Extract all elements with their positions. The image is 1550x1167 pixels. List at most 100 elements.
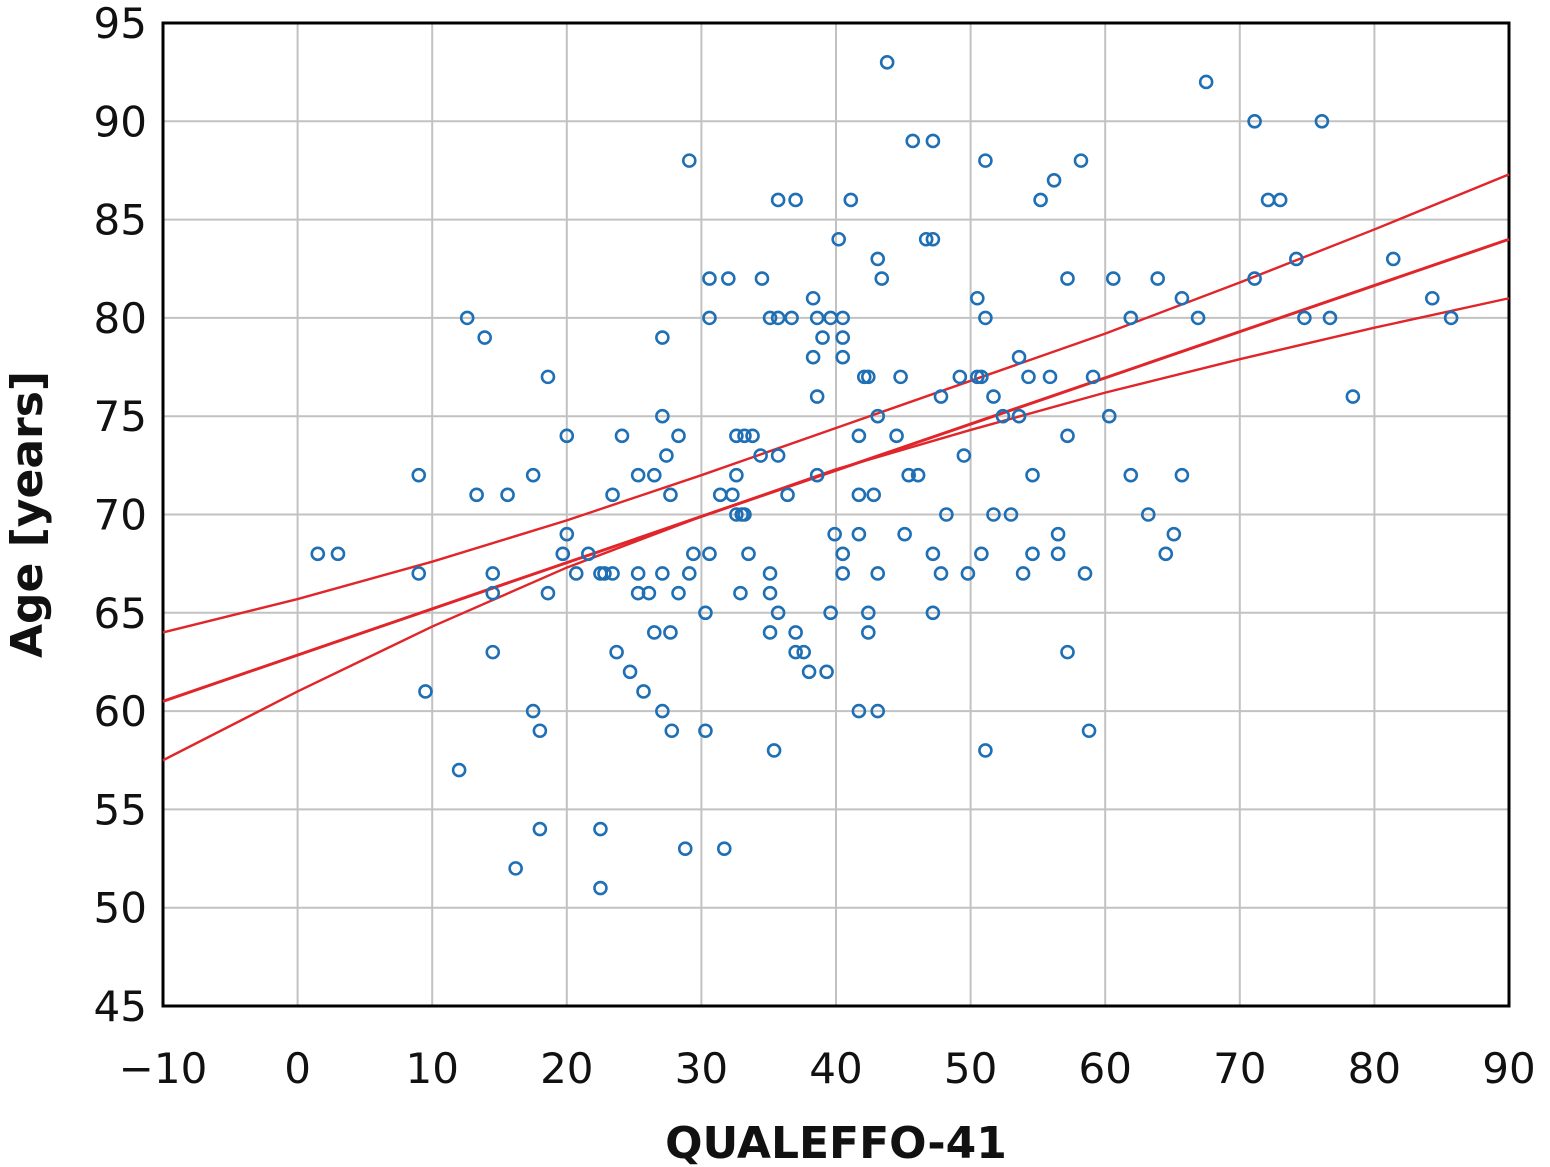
- data-point: [952, 369, 968, 385]
- data-point: [671, 428, 686, 444]
- data-point: [796, 644, 811, 660]
- data-point: [712, 487, 728, 503]
- data-point: [1050, 546, 1066, 562]
- data-point: [485, 585, 501, 601]
- data-point: [525, 467, 541, 483]
- data-point: [605, 487, 620, 503]
- data-point: [581, 546, 596, 562]
- line-upper: [162, 173, 1510, 634]
- data-point: [555, 546, 571, 562]
- data-point: [770, 448, 786, 463]
- data-point: [559, 428, 575, 444]
- data-point: [1150, 271, 1165, 286]
- data-point: [925, 546, 941, 562]
- data-point: [956, 448, 972, 463]
- data-point: [870, 408, 886, 424]
- data-point: [805, 349, 821, 365]
- data-point: [1003, 507, 1019, 522]
- data-point: [540, 369, 556, 385]
- plot-frame: [161, 21, 1511, 1008]
- data-point: [593, 880, 608, 896]
- data-point: [933, 389, 949, 404]
- data-point: [641, 585, 657, 601]
- data-point: [770, 310, 786, 326]
- data-point: [605, 566, 620, 581]
- data-point: [1046, 172, 1062, 188]
- data-point: [636, 684, 651, 699]
- data-point: [861, 605, 876, 621]
- data-point: [1297, 310, 1312, 326]
- data-point: [1260, 192, 1276, 208]
- data-point: [411, 566, 427, 581]
- data-point: [411, 467, 427, 483]
- data-point: [870, 703, 886, 719]
- data-point: [831, 231, 846, 247]
- data-point: [559, 526, 575, 542]
- data-point: [762, 566, 778, 581]
- x-tick-label: 20: [540, 1044, 593, 1093]
- data-point: [805, 290, 821, 306]
- data-point: [827, 526, 842, 542]
- data-point: [677, 841, 693, 857]
- data-point: [500, 487, 515, 503]
- data-point: [681, 566, 697, 581]
- data-point: [729, 467, 744, 483]
- data-point: [659, 448, 674, 463]
- data-point: [1424, 290, 1440, 306]
- data-point: [1021, 369, 1036, 385]
- data-point: [809, 310, 825, 326]
- data-point: [939, 507, 954, 522]
- data-point: [809, 467, 825, 483]
- y-tick-label: 45: [94, 982, 147, 1031]
- data-point: [614, 428, 630, 444]
- line-lower: [162, 297, 1510, 762]
- data-point: [737, 428, 752, 444]
- data-point: [851, 526, 867, 542]
- data-point: [766, 743, 782, 758]
- data-point: [788, 625, 803, 640]
- data-point: [1174, 290, 1190, 306]
- data-point: [893, 369, 908, 385]
- data-point: [819, 664, 834, 680]
- data-point: [330, 546, 346, 562]
- data-point: [655, 566, 670, 581]
- x-tick-label: 10: [405, 1044, 458, 1093]
- data-point: [418, 684, 433, 699]
- data-point: [525, 703, 541, 719]
- data-point: [1247, 271, 1262, 286]
- data-point: [925, 133, 941, 149]
- x-tick-label: 60: [1078, 1044, 1131, 1093]
- data-point: [1322, 310, 1338, 326]
- x-axis-title: QUALEFFO-41: [665, 1118, 1007, 1167]
- data-point: [745, 428, 760, 444]
- y-tick-labels: 45 50 55 60 65 70 75 80 85 90 95: [94, 0, 147, 1031]
- data-point: [532, 723, 548, 739]
- data-point: [702, 546, 717, 562]
- data-point: [835, 330, 851, 345]
- data-point: [784, 310, 799, 326]
- data-point: [801, 664, 817, 680]
- data-point: [780, 487, 795, 503]
- data-point: [646, 467, 662, 483]
- x-tick-label: 40: [809, 1044, 862, 1093]
- data-point: [655, 408, 670, 424]
- y-tick-label: 50: [94, 884, 147, 933]
- regression-lines: [162, 173, 1510, 762]
- data-point: [310, 546, 326, 562]
- data-point: [1073, 153, 1089, 168]
- data-point: [1247, 114, 1262, 129]
- data-point: [770, 605, 786, 621]
- data-point: [905, 133, 921, 149]
- data-point: [1011, 349, 1027, 365]
- data-point: [663, 487, 678, 503]
- y-tick-label: 55: [94, 785, 147, 834]
- data-point: [1077, 566, 1093, 581]
- data-point: [843, 192, 859, 208]
- data-point: [508, 861, 523, 876]
- data-point: [485, 566, 501, 581]
- x-tick-label: 90: [1482, 1044, 1535, 1093]
- grid: [163, 23, 1509, 1006]
- data-point: [910, 467, 926, 483]
- data-point: [851, 703, 867, 719]
- data-point: [874, 271, 890, 286]
